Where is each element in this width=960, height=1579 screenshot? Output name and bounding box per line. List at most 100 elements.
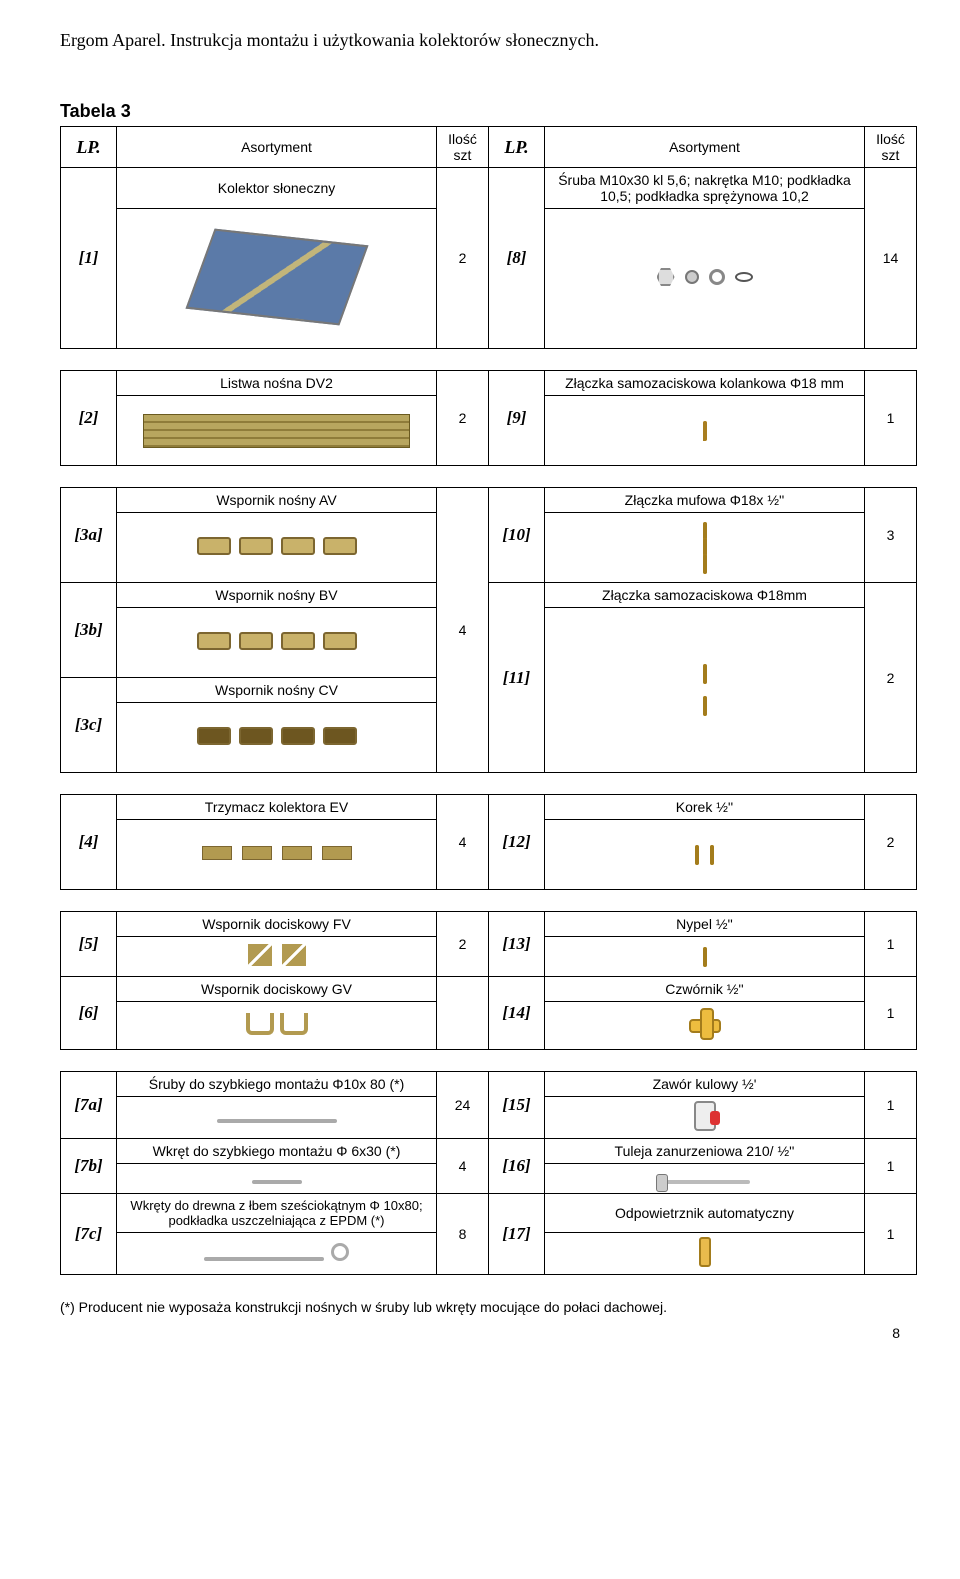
lp-15: [15]	[489, 1072, 545, 1139]
hdr-lp-left: LP.	[61, 127, 117, 168]
lp-14: [14]	[489, 977, 545, 1050]
row-5-names: [5] Wspornik dociskowy FV 2 [13] Nypel ½…	[61, 912, 917, 937]
lp-3c: [3c]	[61, 678, 117, 773]
name-7c: Wkręty do drewna z łbem sześciokątnym Φ …	[117, 1194, 437, 1233]
lp-1: [1]	[61, 168, 117, 349]
name-1: Kolektor słoneczny	[117, 168, 437, 209]
name-17: Odpowietrznik automatyczny	[545, 1194, 865, 1233]
row-6-names: [6] Wspornik dociskowy GV [14] Czwórnik …	[61, 977, 917, 1002]
bracket-gv-icon	[246, 1013, 308, 1035]
lp-4: [4]	[61, 795, 117, 890]
name-8: Śruba M10x30 kl 5,6; nakrętka M10; podkł…	[545, 168, 865, 209]
qty-5: 2	[437, 912, 489, 977]
img-holder-ev	[117, 820, 437, 890]
lp-8: [8]	[489, 168, 545, 349]
table-header-row: LP. Asortyment Ilość szt LP. Asortyment …	[61, 127, 917, 168]
lp-10: [10]	[489, 488, 545, 583]
img-vent	[545, 1233, 865, 1275]
qty-9: 1	[865, 371, 917, 466]
solar-panel-icon	[185, 229, 368, 326]
lp-13: [13]	[489, 912, 545, 977]
bracket-fv-icon	[248, 944, 306, 966]
img-valve	[545, 1097, 865, 1139]
img-collector	[117, 209, 437, 349]
lp-3b: [3b]	[61, 583, 117, 678]
epdm-washer-icon	[331, 1243, 349, 1261]
name-11: Złączka samozaciskowa Φ18mm	[545, 583, 865, 608]
name-5: Wspornik dociskowy FV	[117, 912, 437, 937]
lp-17: [17]	[489, 1194, 545, 1275]
qty-17: 1	[865, 1194, 917, 1275]
footnote: (*) Producent nie wyposaża konstrukcji n…	[60, 1299, 900, 1315]
air-vent-icon	[699, 1237, 711, 1267]
plug-icon	[695, 845, 699, 865]
name-14: Czwórnik ½''	[545, 977, 865, 1002]
row-7a-names: [7a] Śruby do szybkiego montażu Φ10x 80 …	[61, 1072, 917, 1097]
bolt-set-icon	[657, 268, 753, 286]
cross-fitting-icon	[689, 1008, 721, 1040]
img-wood-screw	[117, 1233, 437, 1275]
name-3c: Wspornik nośny CV	[117, 678, 437, 703]
name-15: Zawór kulowy ½'	[545, 1072, 865, 1097]
name-3a: Wspornik nośny AV	[117, 488, 437, 513]
lp-3a: [3a]	[61, 488, 117, 583]
name-10: Złączka mufowa Φ18x ½''	[545, 488, 865, 513]
lp-9: [9]	[489, 371, 545, 466]
name-13: Nypel ½''	[545, 912, 865, 937]
name-12: Korek ½''	[545, 795, 865, 820]
lp-16: [16]	[489, 1139, 545, 1194]
hdr-lp-right: LP.	[489, 127, 545, 168]
qty-4: 4	[437, 795, 489, 890]
lp-2: [2]	[61, 371, 117, 466]
elbow-fitting-icon	[703, 421, 707, 441]
name-9: Złączka samozaciskowa kolankowa Φ18 mm	[545, 371, 865, 396]
qty-7b: 4	[437, 1139, 489, 1194]
img-sleeve	[545, 1164, 865, 1194]
bracket-av-icon	[197, 537, 357, 555]
qty-13: 1	[865, 912, 917, 977]
lp-6: [6]	[61, 977, 117, 1050]
coupling-11-icon	[703, 664, 707, 684]
row-3a-names: [3a] Wspornik nośny AV 4 [10] Złączka mu…	[61, 488, 917, 513]
lp-7b: [7b]	[61, 1139, 117, 1194]
qty-16: 1	[865, 1139, 917, 1194]
qty-12: 2	[865, 795, 917, 890]
screw-short-icon	[252, 1180, 302, 1184]
img-rail	[117, 396, 437, 466]
img-screw-short	[117, 1164, 437, 1194]
img-coupling-10	[545, 513, 865, 583]
img-coupling-11	[545, 608, 865, 773]
bracket-bv-icon	[197, 632, 357, 650]
img-nipple	[545, 937, 865, 977]
ball-valve-icon	[694, 1101, 716, 1131]
qty-14: 1	[865, 977, 917, 1050]
hdr-asort-right: Asortyment	[545, 127, 865, 168]
nipple-icon	[703, 947, 707, 967]
row-7b-names: [7b] Wkręt do szybkiego montażu Φ 6x30 (…	[61, 1139, 917, 1164]
qty-1: 2	[437, 168, 489, 349]
name-7a: Śruby do szybkiego montażu Φ10x 80 (*)	[117, 1072, 437, 1097]
lp-12: [12]	[489, 795, 545, 890]
img-bracket-cv	[117, 703, 437, 773]
name-4: Trzymacz kolektora EV	[117, 795, 437, 820]
name-3b: Wspornik nośny BV	[117, 583, 437, 608]
qty-11: 2	[865, 583, 917, 773]
lp-5: [5]	[61, 912, 117, 977]
row-3b-names: [3b] Wspornik nośny BV [11] Złączka samo…	[61, 583, 917, 608]
immersion-sleeve-icon	[660, 1180, 750, 1184]
lp-7a: [7a]	[61, 1072, 117, 1139]
qty-6	[437, 977, 489, 1050]
row-7c-names: [7c] Wkręty do drewna z łbem sześciokątn…	[61, 1194, 917, 1233]
img-bracket-bv	[117, 608, 437, 678]
qty-10: 3	[865, 488, 917, 583]
lp-7c: [7c]	[61, 1194, 117, 1275]
img-cross	[545, 1002, 865, 1050]
img-bracket-av	[117, 513, 437, 583]
img-plug	[545, 820, 865, 890]
bracket-cv-icon	[197, 727, 357, 745]
img-screw-long	[117, 1097, 437, 1139]
qty-7a: 24	[437, 1072, 489, 1139]
row-4-names: [4] Trzymacz kolektora EV 4 [12] Korek ½…	[61, 795, 917, 820]
img-bolt-set	[545, 209, 865, 349]
table-title: Tabela 3	[60, 101, 900, 122]
